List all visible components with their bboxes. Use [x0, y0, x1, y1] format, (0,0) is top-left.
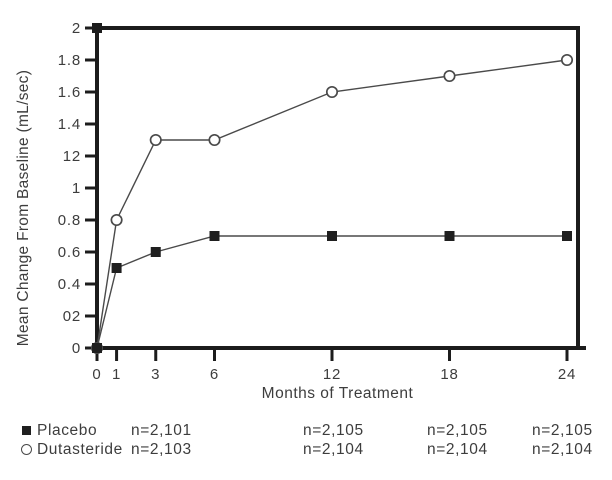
x-tick-label: 18	[440, 366, 458, 383]
y-tick-label: 0.4	[58, 276, 81, 293]
filled-square-marker	[444, 231, 455, 241]
open-circle-marker	[325, 85, 339, 99]
y-tick-label: 0.6	[58, 244, 81, 261]
y-tick-label: 0.8	[58, 212, 81, 229]
filled-square-marker	[209, 231, 220, 241]
legend-count: n=2,104	[303, 441, 364, 458]
filled-square-marker	[111, 263, 122, 273]
filled-square-marker	[327, 231, 337, 241]
legend-count: n=2,101	[131, 422, 192, 439]
y-tick-label: 0	[72, 340, 81, 357]
filled-square-marker	[150, 247, 161, 257]
x-tick-label: 1	[112, 366, 121, 383]
legend-label-dutasteride: Dutasteride	[37, 441, 123, 458]
open-circle-marker	[149, 133, 162, 147]
y-tick-label: 2	[72, 20, 81, 37]
dutasteride-line	[96, 59, 568, 349]
y-tick-label: 12	[63, 148, 81, 165]
legend-count: n=2,105	[532, 422, 593, 439]
y-tick-label: 1.6	[58, 84, 81, 101]
legend-count: n=2,104	[427, 441, 488, 458]
y-tick-label: 1.4	[58, 116, 81, 133]
legend-count: n=2,103	[131, 441, 192, 458]
x-tick-label: 0	[92, 366, 101, 383]
open-circle-marker	[560, 53, 574, 67]
x-axis-title: Months of Treatment	[261, 385, 414, 402]
x-tick-label: 12	[323, 366, 341, 383]
legend-count: n=2,105	[303, 422, 364, 439]
legend-count: n=2,105	[427, 422, 488, 439]
filled-square-icon	[22, 426, 31, 435]
open-circle-marker	[208, 133, 221, 147]
x-tick-label: 24	[558, 366, 576, 383]
legend-row-dutasteride: Dutasteride n=2,103 n=2,104 n=2,104 n=2,…	[0, 441, 612, 459]
legend-row-placebo: Placebo n=2,101 n=2,105 n=2,105 n=2,105	[0, 422, 612, 440]
y-axis-title: Mean Change From Baseline (mL/sec)	[15, 69, 32, 347]
placebo-line	[96, 235, 567, 349]
x-tick-label: 3	[151, 366, 160, 383]
y-tick-label: 1.8	[58, 52, 81, 69]
y-tick-label: 02	[63, 308, 81, 325]
x-tick-label: 6	[210, 366, 219, 383]
legend-label-placebo: Placebo	[37, 422, 98, 439]
y-tick-label: 1	[72, 180, 81, 197]
open-circle-marker	[443, 69, 456, 83]
filled-square-marker	[562, 231, 572, 241]
legend-count: n=2,104	[532, 441, 593, 458]
open-circle-marker	[110, 213, 123, 227]
open-circle-icon	[21, 444, 32, 455]
filled-square-marker	[92, 343, 102, 353]
